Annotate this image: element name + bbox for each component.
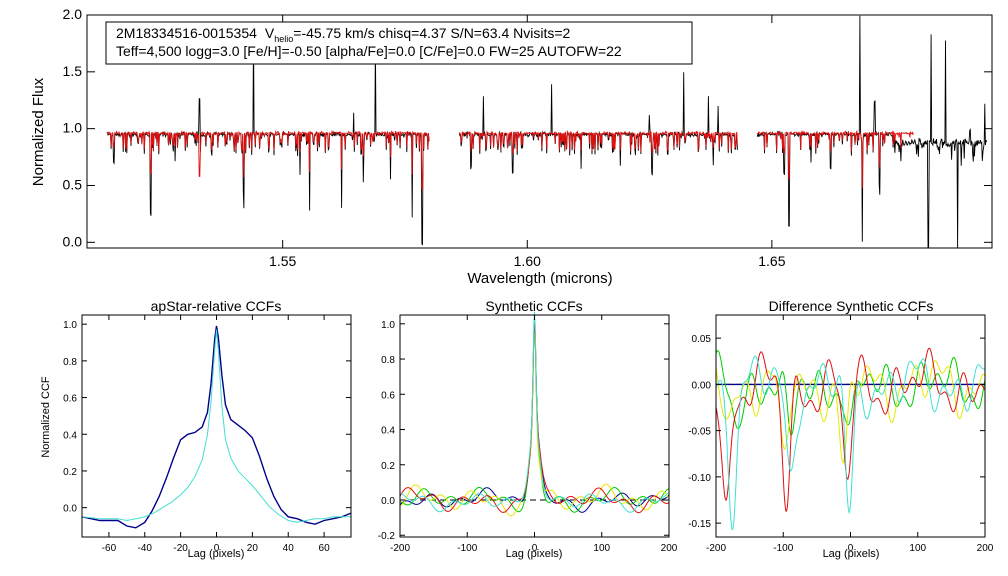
- difference-ccf-ytick-label: 0.05: [692, 334, 712, 345]
- synthetic-ccf-plot-area: [399, 311, 670, 517]
- apstar-ccf-ytick-label: 1.0: [63, 320, 77, 331]
- header-line1-rest: =-45.75 km/s chisq=4.37 S/N=63.4 Nvisits…: [293, 25, 570, 41]
- spectrum-ytick-label: 0.5: [63, 176, 83, 192]
- synthetic-ccf-xtick-label: 0: [532, 543, 538, 554]
- apstar-ccf-ytick-label: 0.4: [63, 430, 77, 441]
- difference-ccf-ticks: -200 -100 0 100 200 -0.15 -0.10 -0.05 0.00 0.05: [688, 315, 994, 554]
- spectrum-xtick-label: 1.55: [269, 253, 296, 269]
- header-line1: 2M18334516-0015354 Vhelio=-45.75 km/s chi…: [116, 25, 571, 44]
- spectrum-xtick-label: 1.60: [514, 253, 541, 269]
- spectrum-ytick-label: 2.0: [63, 6, 83, 22]
- difference-ccf-xtick-label: 100: [909, 543, 926, 554]
- difference-ccf-ytick-label: -0.15: [688, 519, 711, 530]
- difference-ccf-line-yellow: [715, 360, 986, 464]
- spectrum-xtick-label: 1.65: [758, 253, 785, 269]
- apstar-ccf-xlabel: Lag (pixels): [188, 548, 245, 560]
- synthetic-ccf-xtick-label: -200: [390, 543, 410, 554]
- apstar-ccf-xtick-label: -60: [102, 543, 117, 554]
- synthetic-ccf-ytick-label: 0.4: [381, 426, 395, 437]
- apstar-ccf-xtick-label: 0: [214, 543, 220, 554]
- difference-ccf-line-cyan: [715, 355, 986, 531]
- synthetic-ccf-line-yellow: [399, 326, 670, 517]
- apstar-ccf-xtick-label: 20: [247, 543, 259, 554]
- synthetic-ccf-ytick-label: -0.2: [378, 531, 396, 542]
- synthetic-ccf-xtick-label: 100: [593, 543, 610, 554]
- spectrum-ylabel: Normalized Flux: [30, 77, 47, 186]
- apstar-ccf-xtick-label: -40: [138, 543, 153, 554]
- synthetic-ccf-line-green: [399, 320, 670, 513]
- apstar-ccf-ylabel: Normalized CCF: [40, 376, 52, 458]
- synthetic-ccf-ytick-label: 0.6: [381, 390, 395, 401]
- synthetic-ccf-line-red: [399, 320, 670, 514]
- difference-ccf-xlabel: Lag (pixels): [823, 548, 880, 560]
- apstar-ccf-ticks: -60 -40 -20 0 20 40 60 0.0 0.2 0.4 0.6 0.8 1.0: [63, 315, 351, 554]
- synthetic-ccf-title: Synthetic CCFs: [485, 298, 582, 314]
- apstar-ccf-ytick-label: 0.6: [63, 394, 77, 405]
- spectrum-panel: 1.55 1.60 1.65 0.0 0.5 1.0 1.5 2.0 Wavelength (…: [30, 6, 993, 287]
- apstar-ccf-xtick-label: 40: [283, 543, 295, 554]
- apstar-ccf-xtick-label: -20: [173, 543, 188, 554]
- difference-ccf-title: Difference Synthetic CCFs: [769, 298, 934, 314]
- synthetic-ccf-line-cyan: [399, 311, 670, 513]
- apstar-ccf-axes-frame: [81, 314, 352, 538]
- apstar-ccf-panel: apStar-relative CCFs -60 -40 -20 0 20 40 60 0.0…: [40, 298, 352, 560]
- spectrum-ytick-label: 1.5: [63, 63, 83, 79]
- synthetic-ccf-xlabel: Lag (pixels): [506, 548, 563, 560]
- apstar-ccf-line-apStar: [81, 325, 352, 529]
- spectrum-axes-frame: [86, 14, 993, 249]
- spectrum-ytick-label: 1.0: [63, 120, 83, 136]
- synthetic-ccf-panel: Synthetic CCFs -200 -100 0 100 200 -0.2 0.0 0.2…: [378, 298, 678, 560]
- spectrum-model-line: [107, 131, 919, 189]
- difference-ccf-line-red: [715, 347, 986, 512]
- difference-ccf-panel: Difference Synthetic CCFs -200 -100 0 100 20…: [688, 298, 994, 560]
- difference-ccf-xtick-label: -200: [706, 543, 726, 554]
- difference-ccf-line-green: [715, 350, 986, 436]
- synthetic-ccf-xtick-label: 200: [661, 543, 678, 554]
- difference-ccf-xtick-label: 0: [848, 543, 854, 554]
- header-box: 2M18334516-0015354 Vhelio=-45.75 km/s chi…: [105, 21, 693, 65]
- header-box-frame: [105, 21, 693, 65]
- synthetic-ccf-ytick-label: 1.0: [381, 320, 395, 331]
- difference-ccf-ytick-label: -0.05: [688, 427, 711, 438]
- synthetic-ccf-xtick-label: -100: [457, 543, 477, 554]
- synthetic-ccf-line-blue: [399, 323, 670, 513]
- apstar-ccf-title: apStar-relative CCFs: [151, 298, 282, 314]
- apstar-ccf-ytick-label: 0.8: [63, 357, 77, 368]
- apstar-ccf-xtick-label: 60: [319, 543, 331, 554]
- difference-ccf-xtick-label: 200: [977, 543, 994, 554]
- header-line2: Teff=4,500 logg=3.0 [Fe/H]=-0.50 [alpha/…: [116, 43, 622, 59]
- difference-ccf-ytick-label: 0.00: [692, 380, 712, 391]
- apstar-ccf-line-alternate: [81, 329, 351, 523]
- synthetic-ccf-ytick-label: 0.2: [381, 461, 395, 472]
- difference-ccf-xtick-label: -100: [773, 543, 793, 554]
- spectrum-xlabel: Wavelength (microns): [467, 270, 612, 287]
- spectrum-ticks: 1.55 1.60 1.65 0.0 0.5 1.0 1.5 2.0: [63, 6, 992, 269]
- synthetic-ccf-ticks: -200 -100 0 100 200 -0.2 0.0 0.2 0.4 0.6 0.8 1.0: [378, 315, 678, 554]
- difference-ccf-plot-area: [715, 347, 986, 531]
- synthetic-ccf-ytick-label: 0.0: [381, 496, 395, 507]
- header-v-label: V: [265, 25, 275, 41]
- apstar-ccf-plot-area: [81, 325, 352, 529]
- apstar-ccf-ytick-label: 0.2: [63, 467, 77, 478]
- apstar-ccf-ytick-label: 0.0: [63, 504, 77, 515]
- difference-ccf-ytick-label: -0.10: [688, 473, 711, 484]
- synthetic-ccf-ytick-label: 0.8: [381, 355, 395, 366]
- header-star-id: 2M18334516-0015354: [116, 25, 257, 41]
- spectrum-ytick-label: 0.0: [63, 233, 83, 249]
- header-v-subscript: helio: [274, 34, 293, 44]
